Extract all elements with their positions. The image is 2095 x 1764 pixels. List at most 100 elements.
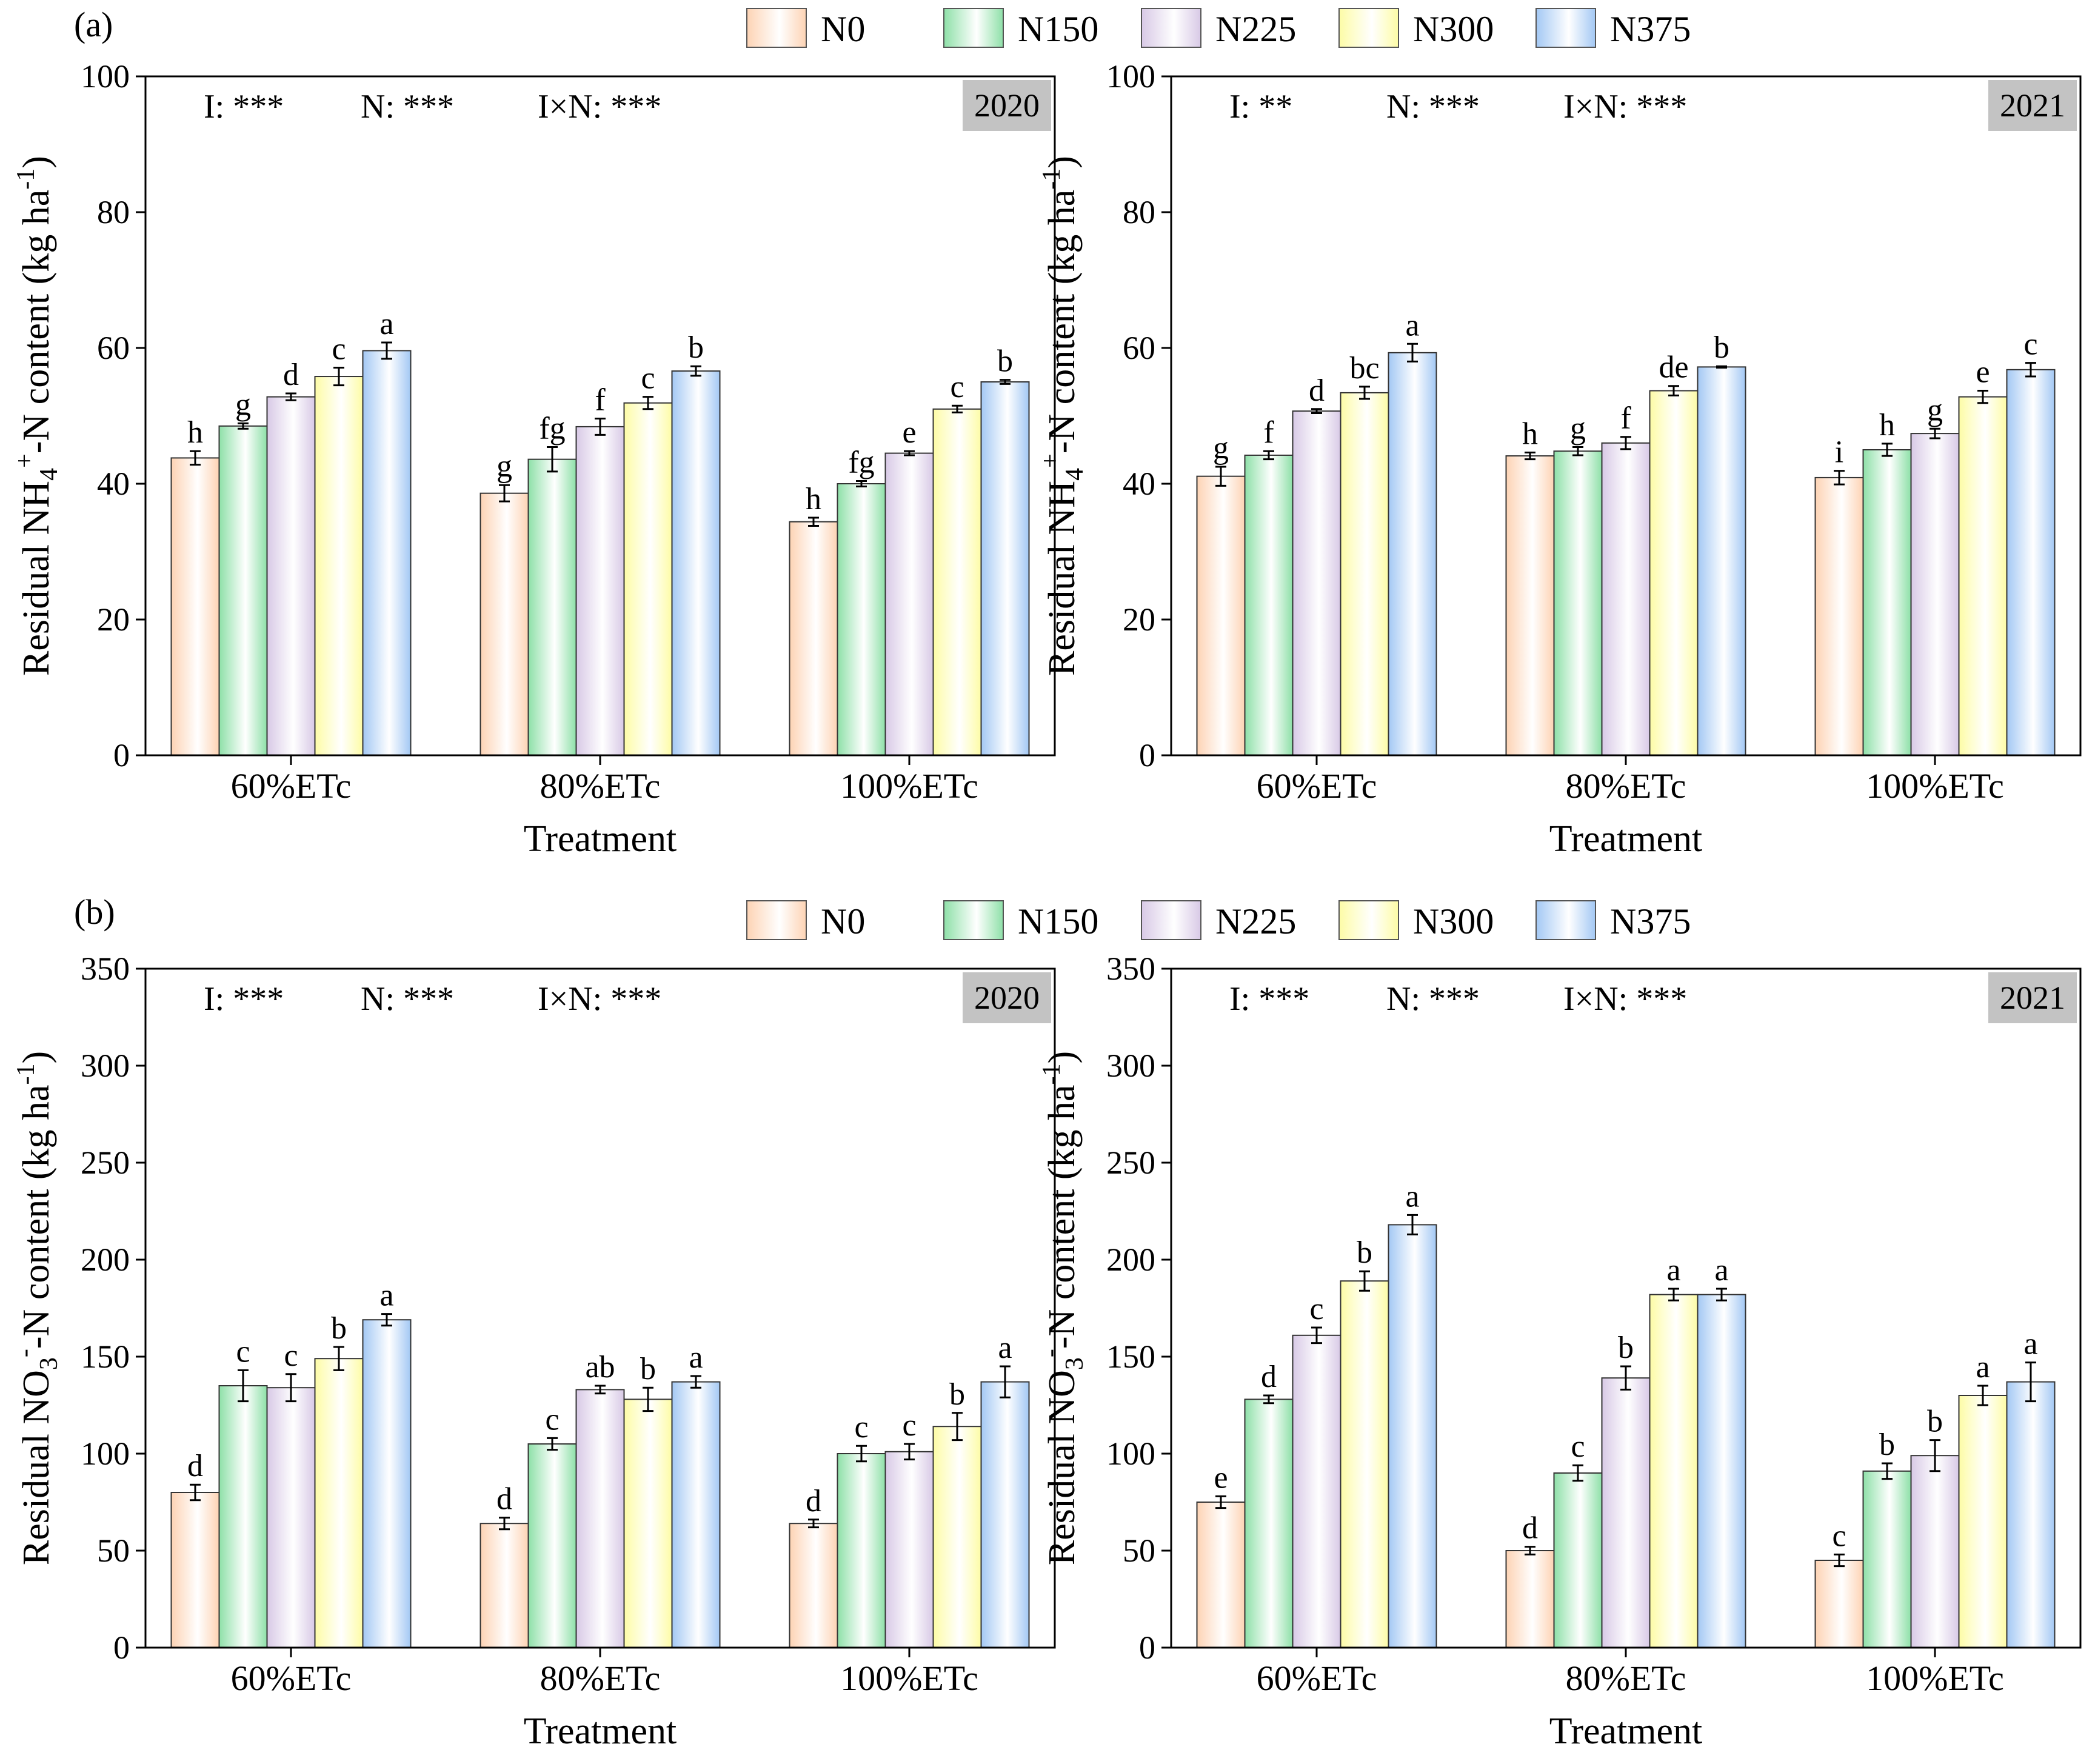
y-axis-title-part: 4 xyxy=(1061,468,1089,481)
error-bar xyxy=(1716,365,1727,369)
significance-letter: d xyxy=(1522,1511,1538,1546)
x-axis-title: Treatment xyxy=(1549,1711,1703,1752)
legend-item-n0: N0 xyxy=(746,8,865,49)
legend-swatch xyxy=(943,8,1004,48)
bar-n225-1 xyxy=(575,1389,625,1648)
bar-n150-0 xyxy=(218,425,268,756)
legend-label: N0 xyxy=(821,901,865,941)
significance-letter: e xyxy=(1214,1460,1228,1495)
error-bar xyxy=(595,1385,606,1395)
stat-nitrogen: N: *** xyxy=(1386,980,1480,1018)
bar-n0-2 xyxy=(1814,1560,1864,1648)
year-badge: 2020 xyxy=(963,80,1051,131)
error-bar xyxy=(952,1412,963,1442)
y-tick-label: 60 xyxy=(1123,330,1155,366)
bar-n225-2 xyxy=(884,1451,934,1649)
bar-n150-1 xyxy=(527,1443,577,1648)
bar-n0-0 xyxy=(1196,475,1246,756)
error-bar xyxy=(904,450,915,456)
legend-swatch xyxy=(943,900,1004,940)
stat-irrigation: I: ** xyxy=(1229,88,1292,125)
error-bar xyxy=(856,480,867,487)
significance-letter: d xyxy=(187,1449,203,1483)
significance-letter: d xyxy=(1261,1360,1277,1394)
stat-irrigation: I: *** xyxy=(204,88,284,125)
significance-letter: b xyxy=(997,344,1013,379)
bar-n375-0 xyxy=(1388,352,1437,756)
significance-letter: f xyxy=(1263,415,1274,450)
stat-interaction: I×N: *** xyxy=(538,980,661,1018)
y-tick-label: 20 xyxy=(1123,601,1155,638)
bar-n300-2 xyxy=(932,408,982,756)
x-tick-label: 60%ETc xyxy=(1257,766,1377,806)
y-tick-label: 300 xyxy=(1106,1047,1155,1084)
error-bar xyxy=(190,1483,201,1502)
y-tick-label: 50 xyxy=(1123,1532,1155,1569)
bar-n225-1 xyxy=(575,426,625,756)
legend-item-n375: N375 xyxy=(1535,8,1691,49)
significance-letter: g xyxy=(1927,393,1943,427)
significance-letter: fg xyxy=(848,446,874,480)
bar-n300-1 xyxy=(1649,1294,1699,1649)
legend-item-n225: N225 xyxy=(1141,8,1296,49)
bar-n300-0 xyxy=(314,376,364,756)
bar-n150-2 xyxy=(1862,1470,1912,1649)
significance-letter: c xyxy=(545,1402,559,1437)
y-axis-title-part: -1 xyxy=(1038,1064,1066,1085)
error-bar xyxy=(547,1437,558,1451)
significance-letter: c xyxy=(1571,1429,1585,1464)
legend-label: N150 xyxy=(1018,901,1098,941)
legend-a: N0 N150 N225 N300 N375 xyxy=(746,8,1691,49)
y-axis-title-part: -N content (kg ha xyxy=(1041,1085,1083,1349)
significance-letter: b xyxy=(640,1352,656,1386)
bar-n300-1 xyxy=(623,402,673,756)
legend-item-n150: N150 xyxy=(943,900,1098,941)
significance-letter: c xyxy=(854,1410,868,1445)
bar-n225-2 xyxy=(884,452,934,756)
significance-letter: c xyxy=(236,1334,250,1369)
significance-letter: bc xyxy=(1349,351,1379,386)
error-bar xyxy=(1930,427,1940,439)
error-bar xyxy=(238,422,249,430)
y-axis-title-part: ) xyxy=(16,1051,57,1064)
error-bar xyxy=(2025,362,2036,378)
y-axis-title-part: 3 xyxy=(1061,1357,1089,1370)
error-bar xyxy=(1620,436,1631,450)
bar-n225-2 xyxy=(1910,433,1960,756)
error-bar xyxy=(1930,1439,1940,1472)
bar-n150-2 xyxy=(837,483,886,756)
error-bar xyxy=(1215,1495,1226,1509)
legend-swatch xyxy=(1338,8,1399,48)
error-bar xyxy=(952,404,963,413)
error-bar xyxy=(333,366,344,387)
year-badge: 2021 xyxy=(1988,80,2077,131)
bar-n0-0 xyxy=(170,1492,220,1648)
error-bar xyxy=(1407,342,1418,362)
error-bar xyxy=(1834,1553,1845,1568)
significance-letter: a xyxy=(1666,1253,1680,1288)
legend-item-n375: N375 xyxy=(1535,900,1691,941)
bar-n225-2 xyxy=(1910,1455,1960,1648)
x-tick-label: 80%ETc xyxy=(1566,1659,1686,1698)
y-axis-title-part: 4 xyxy=(35,468,63,481)
legend-label: N225 xyxy=(1215,901,1296,941)
y-tick-label: 100 xyxy=(1106,58,1155,95)
legend-swatch xyxy=(1141,900,1201,940)
y-tick-label: 40 xyxy=(1123,466,1155,502)
significance-letter: g xyxy=(496,449,512,484)
y-tick-label: 250 xyxy=(1106,1144,1155,1181)
significance-letter: a xyxy=(689,1340,703,1375)
significance-letter: a xyxy=(379,307,393,341)
bar-n225-1 xyxy=(1601,442,1651,756)
significance-letter: a xyxy=(1976,1350,1990,1385)
significance-letter: b xyxy=(1618,1331,1634,1365)
year-badge-bg xyxy=(963,80,1051,131)
bar-n300-2 xyxy=(1958,1395,2008,1648)
bar-n0-2 xyxy=(1814,476,1864,756)
stat-irrigation: I: *** xyxy=(204,980,284,1018)
y-axis-title-part: Residual NH xyxy=(1041,481,1083,676)
significance-letter: c xyxy=(2023,327,2037,362)
significance-letter: a xyxy=(379,1278,393,1313)
